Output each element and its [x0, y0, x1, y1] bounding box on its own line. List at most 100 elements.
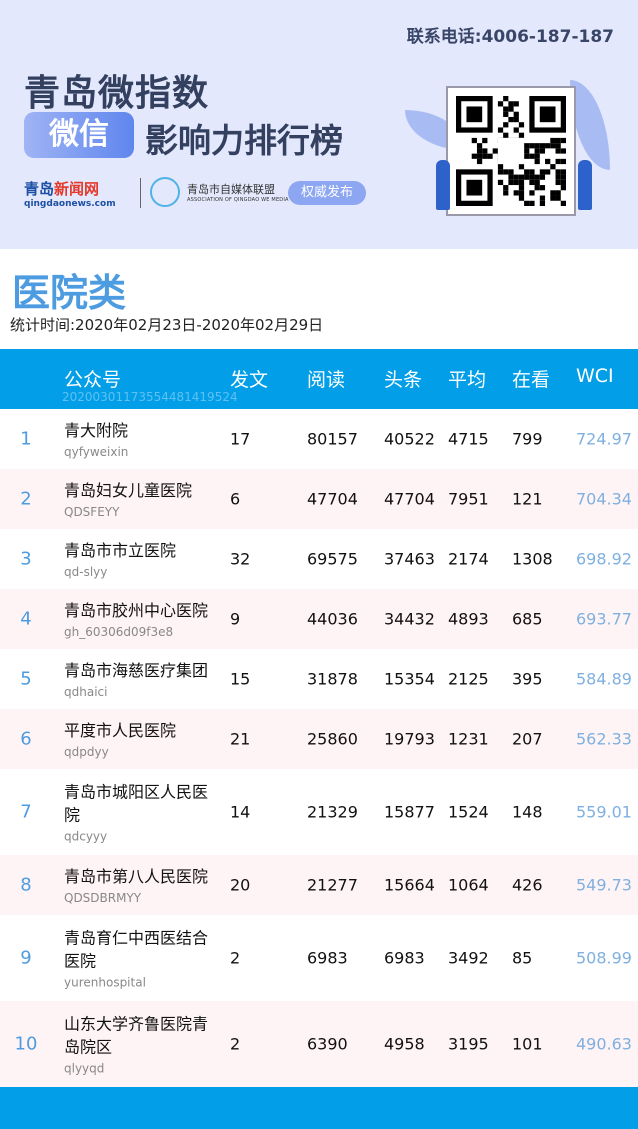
account-cell: 青岛市胶州中心医院 gh_60306d09f3e8 [64, 599, 214, 639]
wci-value: 559.01 [576, 802, 632, 822]
leaf-decoration [570, 80, 610, 170]
account-name: 青岛育仁中西医结合医院 [64, 928, 209, 971]
wci-value: 549.73 [576, 875, 632, 895]
category-title: 医院类 [12, 271, 127, 315]
wci-value: 562.33 [576, 729, 632, 749]
rank: 5 [20, 668, 32, 690]
contact-phone: 联系电话:4006-187-187 [406, 27, 614, 47]
wci-value: 698.92 [576, 549, 632, 569]
rank: 4 [20, 608, 32, 630]
reads-value: 25860 [307, 729, 358, 749]
rank: 3 [20, 548, 32, 570]
rank: 8 [20, 874, 32, 896]
account-name: 青岛市市立医院 [64, 541, 177, 560]
header-headline: 头条 [384, 369, 423, 391]
avg-value: 1231 [448, 729, 489, 749]
table-row[interactable]: 8 青岛市第八人民医院 QDSDBRMYY 20 21277 15664 1064 426 5… [0, 855, 638, 915]
person-illustration [578, 160, 592, 210]
top-value: 15354 [384, 669, 435, 689]
qr-code [446, 86, 576, 216]
watching-value: 121 [512, 489, 543, 509]
account-name: 青岛市胶州中心医院 [64, 601, 209, 620]
table-row[interactable]: 7 青岛市城阳区人民医院 qdcyyy 14 21329 15877 1524 148 559… [0, 769, 638, 855]
account-name: 青岛市第八人民医院 [64, 867, 209, 886]
posts-value: 21 [230, 729, 251, 749]
table-row[interactable]: 3 青岛市市立医院 qd-slyy 32 69575 37463 2174 1308 698.… [0, 529, 638, 589]
table-row[interactable]: 5 青岛市海慈医疗集团 qdhaici 15 31878 15354 2125 395 584… [0, 649, 638, 709]
avg-value: 2174 [448, 549, 489, 569]
reads-value: 44036 [307, 609, 358, 629]
posts-value: 2 [230, 948, 241, 968]
account-cell: 山东大学齐鲁医院青岛院区 qlyyqd [64, 1013, 214, 1076]
header-posts: 发文 [230, 369, 269, 391]
authority-release-button[interactable]: 权威发布 [288, 181, 366, 205]
table-row[interactable]: 9 青岛育仁中西医结合医院 yurenhospital 2 6983 6983 3492 8… [0, 915, 638, 1001]
watching-value: 148 [512, 802, 543, 822]
banner-subtitle: 影响力排行榜 [145, 121, 343, 160]
account-cell: 青岛市城阳区人民医院 qdcyyy [64, 781, 214, 844]
avg-value: 1064 [448, 875, 489, 895]
table-row[interactable]: 4 青岛市胶州中心医院 gh_60306d09f3e8 9 44036 34432 489… [0, 589, 638, 649]
banner-title: 青岛微指数 [24, 72, 210, 114]
watching-value: 799 [512, 429, 543, 449]
posts-value: 32 [230, 549, 251, 569]
wci-value: 724.97 [576, 429, 632, 449]
reads-value: 21277 [307, 875, 358, 895]
watching-value: 395 [512, 669, 543, 689]
account-cell: 青岛市市立医院 qd-slyy [64, 539, 214, 579]
account-id: qdhaici [64, 685, 108, 699]
wci-value: 508.99 [576, 948, 632, 968]
header-reads: 阅读 [307, 369, 346, 391]
table-row[interactable]: 10 山东大学齐鲁医院青岛院区 qlyyqd 2 6390 4958 3195 101 490… [0, 1001, 638, 1087]
wci-value: 693.77 [576, 609, 632, 629]
reads-value: 80157 [307, 429, 358, 449]
top-value: 15877 [384, 802, 435, 822]
divider [140, 178, 141, 208]
reads-value: 31878 [307, 669, 358, 689]
top-value: 37463 [384, 549, 435, 569]
top-value: 19793 [384, 729, 435, 749]
top-value: 47704 [384, 489, 435, 509]
header-wci: WCI [576, 365, 614, 387]
account-cell: 青岛市海慈医疗集团 qdhaici [64, 659, 214, 699]
account-id: yurenhospital [64, 975, 146, 990]
account-cell: 青岛市第八人民医院 QDSDBRMYY [64, 865, 214, 905]
watching-value: 101 [512, 1034, 543, 1054]
account-name: 青岛妇女儿童医院 [64, 481, 193, 500]
avg-value: 4893 [448, 609, 489, 629]
statistics-period: 统计时间:2020年02月23日-2020年02月29日 [10, 316, 324, 334]
footer-bar [0, 1087, 638, 1129]
avg-value: 7951 [448, 489, 489, 509]
wci-value: 584.89 [576, 669, 632, 689]
reads-value: 21329 [307, 802, 358, 822]
reads-value: 6983 [307, 948, 348, 968]
account-name: 青大附院 [64, 421, 129, 440]
watching-value: 426 [512, 875, 543, 895]
wci-value: 490.63 [576, 1034, 632, 1054]
table-row[interactable]: 2 青岛妇女儿童医院 QDSFEYY 6 47704 47704 7951 121 704.3… [0, 469, 638, 529]
account-id: gh_60306d09f3e8 [64, 625, 174, 639]
account-id: qyfyweixin [64, 445, 129, 459]
table-row[interactable]: 6 平度市人民医院 qdpdyy 21 25860 19793 1231 207 562.33 [0, 709, 638, 769]
posts-value: 2 [230, 1034, 241, 1054]
account-cell: 平度市人民医院 qdpdyy [64, 719, 214, 759]
posts-value: 14 [230, 802, 251, 822]
account-name: 山东大学齐鲁医院青岛院区 [64, 1014, 209, 1057]
table-header: 公众号 发文 阅读 头条 平均 在看 WCI 20200301173554481… [0, 349, 638, 409]
posts-value: 20 [230, 875, 251, 895]
table-row[interactable]: 1 青大附院 qyfyweixin 17 80157 40522 4715 799 724.9… [0, 409, 638, 469]
avg-value: 2125 [448, 669, 489, 689]
posts-value: 15 [230, 669, 251, 689]
rank: 7 [20, 801, 32, 823]
account-id: QDSDBRMYY [64, 891, 142, 905]
header-watching: 在看 [512, 369, 551, 391]
header-account: 公众号 [64, 369, 122, 391]
person-illustration [436, 160, 450, 210]
account-cell: 青大附院 qyfyweixin [64, 419, 214, 459]
account-cell: 青岛育仁中西医结合医院 yurenhospital [64, 927, 214, 990]
rank: 9 [20, 947, 32, 969]
account-id: qdcyyy [64, 829, 108, 844]
wci-value: 704.34 [576, 489, 632, 509]
avg-value: 4715 [448, 429, 489, 449]
top-value: 6983 [384, 948, 425, 968]
